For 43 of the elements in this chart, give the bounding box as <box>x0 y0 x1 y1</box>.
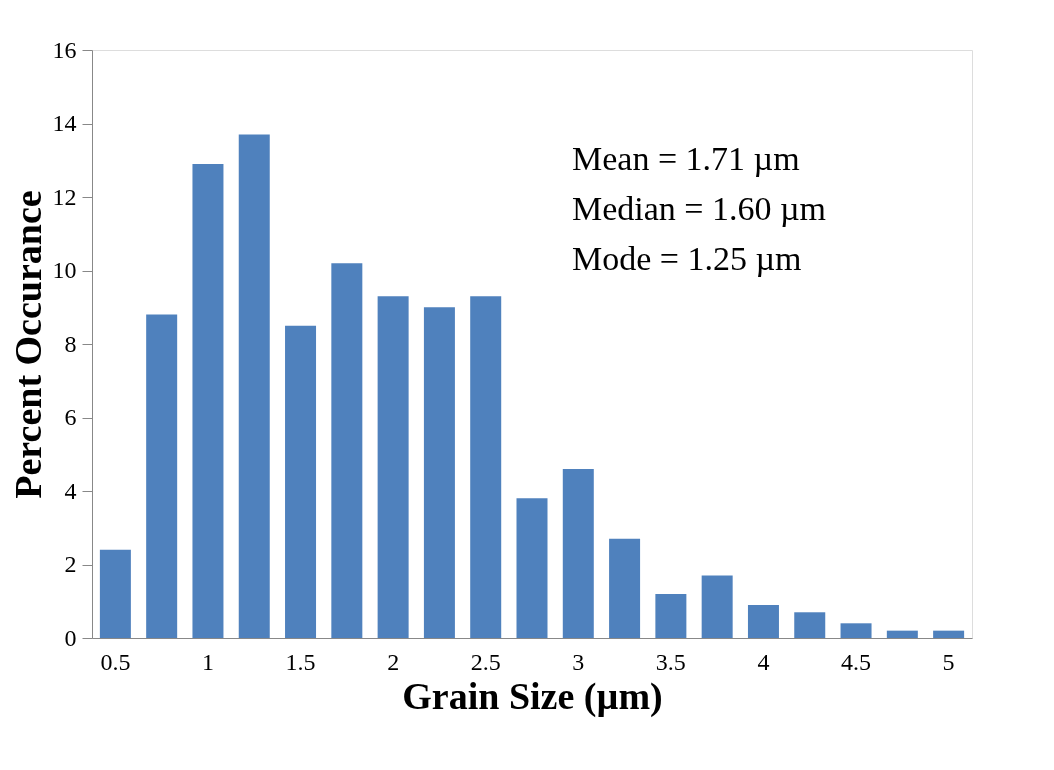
y-tick-label: 10 <box>52 257 77 283</box>
bar <box>377 296 409 638</box>
y-tick-label: 0 <box>64 624 77 651</box>
x-tick-label: 4.5 <box>841 648 872 675</box>
y-tick-label: 6 <box>64 404 77 430</box>
bar <box>285 325 317 638</box>
x-axis-title: Grain Size (µm) <box>402 674 663 718</box>
y-tick-label: 12 <box>52 183 77 210</box>
bar <box>609 538 641 638</box>
y-axis-title: Percent Occurance <box>6 190 49 499</box>
bar <box>146 314 178 638</box>
bar <box>331 263 363 638</box>
x-tick-label: 5 <box>942 648 955 675</box>
x-tick-label: 4 <box>757 648 770 675</box>
bar <box>99 549 131 638</box>
x-tick-label: 0.5 <box>100 648 131 675</box>
bar <box>516 498 548 638</box>
bar <box>655 593 687 638</box>
y-tick-label: 16 <box>52 36 77 63</box>
annotation: Mean = 1.71 µm <box>572 140 800 177</box>
y-tick-label: 2 <box>64 551 77 577</box>
bar <box>423 307 455 638</box>
y-tick-label: 4 <box>64 477 77 504</box>
bar <box>701 575 733 638</box>
bar <box>192 163 224 638</box>
annotation: Mode = 1.25 µm <box>572 240 802 277</box>
x-tick-label: 2.5 <box>470 648 501 675</box>
bar <box>933 630 965 638</box>
bar <box>238 134 270 638</box>
bar <box>794 612 826 638</box>
x-tick-label: 1 <box>201 648 214 675</box>
y-tick-label: 8 <box>64 330 77 357</box>
y-tick-label: 14 <box>52 110 77 136</box>
x-tick-label: 1.5 <box>285 648 316 675</box>
bar <box>747 604 779 638</box>
bar <box>840 623 872 638</box>
bar <box>470 296 502 638</box>
x-tick-label: 3 <box>572 648 585 675</box>
x-tick-label: 2 <box>387 648 400 675</box>
annotation: Median = 1.60 µm <box>572 190 827 227</box>
x-tick-label: 3.5 <box>655 648 686 675</box>
bar <box>562 468 594 638</box>
bar <box>886 630 918 638</box>
